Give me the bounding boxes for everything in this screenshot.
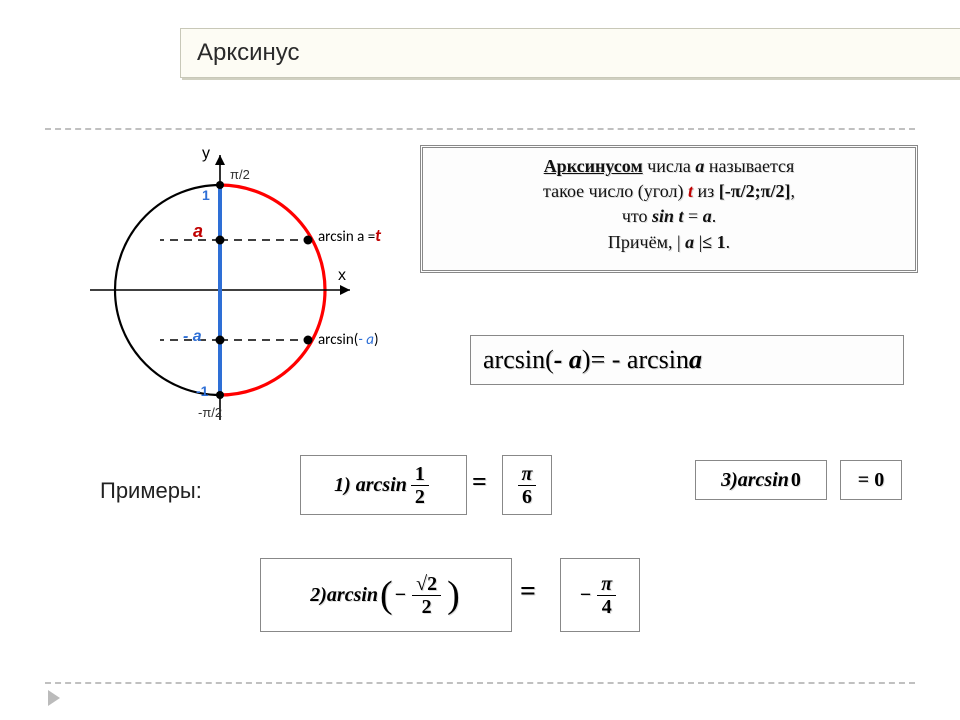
- def-l4e: .: [726, 232, 731, 252]
- def-line-1: Арксинусом числа а называется: [429, 154, 909, 179]
- def-l4c: |: [694, 232, 702, 252]
- def-l3e: .: [712, 206, 717, 226]
- example-2-lhs: 2)arcsin ( − √2 2 ): [260, 558, 512, 632]
- e2-eq: =: [520, 576, 536, 608]
- def-l1a: Арксинусом: [544, 156, 643, 176]
- example-1-rhs: π 6: [502, 455, 552, 515]
- e3-prefix: 3)arcsin: [721, 469, 789, 492]
- f-p2: - а: [554, 345, 582, 375]
- arcsin-ma-text: arcsin(: [318, 331, 358, 349]
- minus-pi-half-label: -π/2: [198, 405, 222, 420]
- e2-num: √2: [412, 573, 441, 596]
- f-p4: а: [689, 345, 702, 375]
- def-l4a: Причём, |: [608, 232, 685, 252]
- unit-circle-diagram: y π/2 1 а x arcsin а =t - а arcsin(- а) …: [90, 145, 400, 435]
- def-line-2: такое число (угол) t из [-π/2;π/2],: [429, 179, 909, 204]
- e1-rden: 6: [518, 486, 536, 508]
- example-3-rhs: = 0: [840, 460, 902, 500]
- def-l3c: =: [684, 206, 703, 226]
- odd-property-box: arcsin(- а)= - arcsin а: [470, 335, 904, 385]
- def-line-4: Причём, | а |≤ 1.: [429, 230, 909, 255]
- def-l3a: что: [622, 206, 652, 226]
- def-l3b: sin t: [652, 206, 684, 226]
- e2-den: 2: [418, 596, 436, 618]
- def-line-3: что sin t = a.: [429, 204, 909, 229]
- arcsin-minus-a-label: arcsin(- а): [318, 331, 379, 349]
- ma-close: ): [374, 331, 379, 349]
- minus-a-label: - а: [183, 328, 202, 346]
- e2-rden: 4: [598, 596, 616, 618]
- divider-top: [45, 128, 915, 130]
- e2-rneg: −: [580, 584, 591, 607]
- e3-arg: 0: [791, 469, 801, 492]
- def-l2e: ,: [790, 181, 795, 201]
- e3-eq: = 0: [858, 469, 884, 492]
- e2-prefix: 2)arcsin: [310, 584, 378, 607]
- def-l4d: ≤ 1: [702, 232, 725, 252]
- e2-lparen: (: [380, 573, 393, 617]
- def-l1b: числа: [643, 156, 696, 176]
- example-1-lhs: 1) arcsin 1 2: [300, 455, 467, 515]
- e2-neg: −: [395, 584, 406, 607]
- e1-eq: =: [472, 467, 487, 497]
- e2-rfrac: π 4: [597, 573, 616, 618]
- def-l2c: из: [693, 181, 719, 201]
- page-title: Арксинус: [180, 28, 960, 78]
- a-label: а: [193, 221, 203, 242]
- def-l2d: [-π/2;π/2]: [719, 181, 791, 201]
- def-l4b: а: [685, 232, 694, 252]
- e1-rfrac: π 6: [518, 463, 537, 508]
- e1-num: 1: [411, 463, 429, 486]
- divider-bottom: [45, 682, 915, 684]
- e1-prefix: 1) arcsin: [334, 474, 407, 497]
- slide-marker-icon: [48, 690, 60, 706]
- circle-svg: [90, 145, 410, 445]
- e1-frac: 1 2: [411, 463, 429, 508]
- t-text: t: [375, 225, 381, 246]
- x-axis-label: x: [338, 267, 346, 285]
- def-l3d: a: [703, 206, 712, 226]
- e2-frac: √2 2: [412, 573, 441, 618]
- minus-one-label: -1: [196, 383, 208, 399]
- e2-rnum: π: [597, 573, 616, 596]
- pi-half-label: π/2: [230, 167, 250, 182]
- f-p1: arcsin(: [483, 345, 554, 375]
- title-text: Арксинус: [197, 39, 300, 67]
- example-3-lhs: 3)arcsin0: [695, 460, 827, 500]
- e1-den: 2: [411, 486, 429, 508]
- example-2-rhs: − π 4: [560, 558, 640, 632]
- f-p3: )= - arcsin: [582, 345, 689, 375]
- arcsin-a-text: arcsin а =: [318, 228, 375, 246]
- e1-rnum: π: [518, 463, 537, 486]
- y-axis-label: y: [202, 145, 210, 163]
- definition-box: Арксинусом числа а называется такое числ…: [420, 145, 918, 273]
- def-l1d: называется: [704, 156, 794, 176]
- examples-label: Примеры:: [100, 478, 202, 504]
- e2-rparen: ): [447, 573, 460, 617]
- ma-inner: - а: [358, 331, 374, 349]
- one-label: 1: [202, 187, 210, 203]
- def-l2a: такое число (угол): [543, 181, 688, 201]
- arcsin-a-label: arcsin а =t: [318, 225, 381, 246]
